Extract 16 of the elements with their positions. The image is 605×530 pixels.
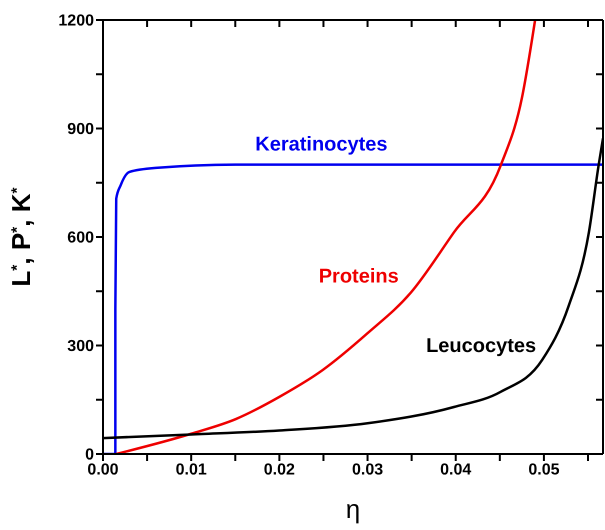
series-label: Proteins: [318, 266, 399, 288]
y-tick-label: 0: [85, 446, 94, 464]
x-tick-label: 0.00: [87, 461, 119, 478]
x-axis-title: η: [346, 494, 360, 524]
x-tick-label: 0.02: [264, 461, 296, 478]
y-tick-label: 600: [67, 230, 94, 247]
x-tick-label: 0.05: [528, 461, 560, 478]
line-series: [114, 20, 536, 454]
x-tick-label: 0.03: [352, 461, 384, 478]
x-tick-label: 0.04: [440, 461, 472, 478]
x-tick-label: 0.01: [176, 461, 207, 478]
y-tick-label: 900: [67, 121, 94, 138]
y-tick-label: 1200: [58, 12, 94, 30]
y-tick-label: 300: [67, 338, 94, 356]
series-label: Keratinocytes: [255, 134, 388, 156]
series-label: Leucocytes: [426, 334, 536, 357]
